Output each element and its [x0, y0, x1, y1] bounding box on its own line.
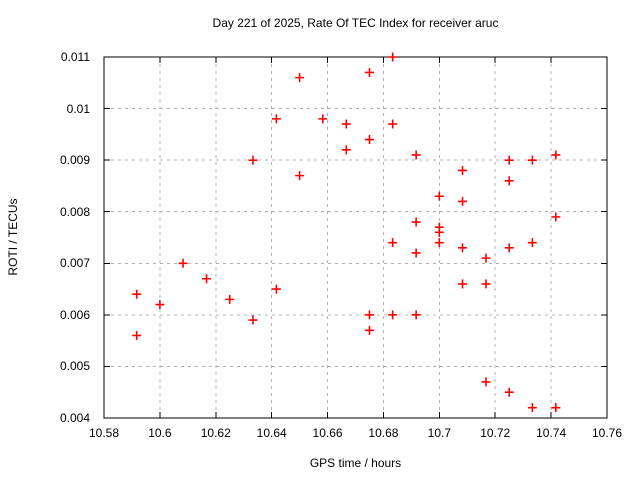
- data-point-marker: [504, 387, 514, 397]
- x-tick-label: 10.76: [591, 426, 623, 440]
- data-point-marker: [225, 294, 235, 304]
- data-point-marker: [364, 310, 374, 320]
- data-point-marker: [458, 243, 468, 253]
- y-tick-label: 0.011: [60, 50, 90, 64]
- x-tick-label: 10.58: [88, 426, 120, 440]
- x-tick-label: 10.72: [480, 426, 511, 440]
- plot-border: [103, 56, 608, 419]
- y-tick-label: 0.004: [59, 411, 90, 425]
- y-tick-label: 0.01: [66, 101, 90, 116]
- x-tick-label: 10.74: [536, 426, 567, 440]
- data-point-marker: [527, 155, 537, 165]
- data-point-marker: [364, 135, 374, 145]
- data-point-marker: [527, 238, 537, 248]
- data-point-marker: [364, 67, 374, 77]
- y-tick-label: 0.005: [59, 359, 90, 374]
- y-tick-label: 0.007: [59, 256, 90, 271]
- data-point-marker: [248, 155, 258, 165]
- data-point-marker: [504, 155, 514, 165]
- y-tick-label: 0.009: [59, 153, 90, 168]
- data-point-marker: [434, 227, 444, 237]
- data-point-marker: [295, 73, 305, 83]
- x-tick-label: 10.66: [312, 426, 343, 440]
- data-point-marker: [434, 191, 444, 201]
- data-point-marker: [481, 377, 491, 387]
- chart-title: Day 221 of 2025, Rate Of TEC Index for r…: [212, 16, 499, 30]
- data-point-marker: [388, 310, 398, 320]
- data-point-marker: [202, 274, 212, 284]
- x-tick-label: 10.68: [368, 426, 399, 440]
- data-point-marker: [132, 289, 142, 299]
- data-point-marker: [551, 403, 561, 413]
- x-tick-label: 10.64: [256, 426, 287, 440]
- data-point-marker: [155, 300, 165, 310]
- data-point-marker: [271, 114, 281, 124]
- data-point-marker: [318, 114, 328, 124]
- data-point-marker: [481, 279, 491, 289]
- data-point-marker: [132, 330, 142, 340]
- data-point-marker: [551, 150, 561, 160]
- data-point-marker: [458, 196, 468, 206]
- data-point-marker: [295, 171, 305, 181]
- data-point-marker: [527, 403, 537, 413]
- data-point-marker: [178, 258, 188, 268]
- y-tick-label: 0.006: [59, 307, 90, 322]
- data-point-marker: [504, 176, 514, 186]
- data-point-marker: [388, 119, 398, 129]
- x-tick-label: 10.62: [200, 426, 231, 440]
- data-point-marker: [271, 284, 281, 294]
- data-point-marker: [248, 315, 258, 325]
- data-point-marker: [434, 238, 444, 248]
- data-point-marker: [411, 217, 421, 227]
- data-point-marker: [364, 325, 374, 335]
- data-point-marker: [481, 253, 491, 263]
- data-point-marker: [458, 279, 468, 289]
- data-point-marker: [388, 238, 398, 248]
- data-point-marker: [411, 150, 421, 160]
- x-tick-label: 10.7: [427, 426, 452, 440]
- data-point-marker: [551, 212, 561, 222]
- data-point-marker: [458, 165, 468, 175]
- data-point-marker: [341, 145, 351, 155]
- y-tick-label: 0.008: [59, 204, 90, 219]
- data-point-marker: [504, 243, 514, 253]
- data-point-marker: [411, 310, 421, 320]
- data-point-marker: [411, 248, 421, 258]
- data-point-marker: [341, 119, 351, 129]
- x-axis-label: GPS time / hours: [309, 456, 402, 470]
- data-point-marker: [388, 52, 398, 62]
- x-tick-label: 10.6: [148, 426, 172, 440]
